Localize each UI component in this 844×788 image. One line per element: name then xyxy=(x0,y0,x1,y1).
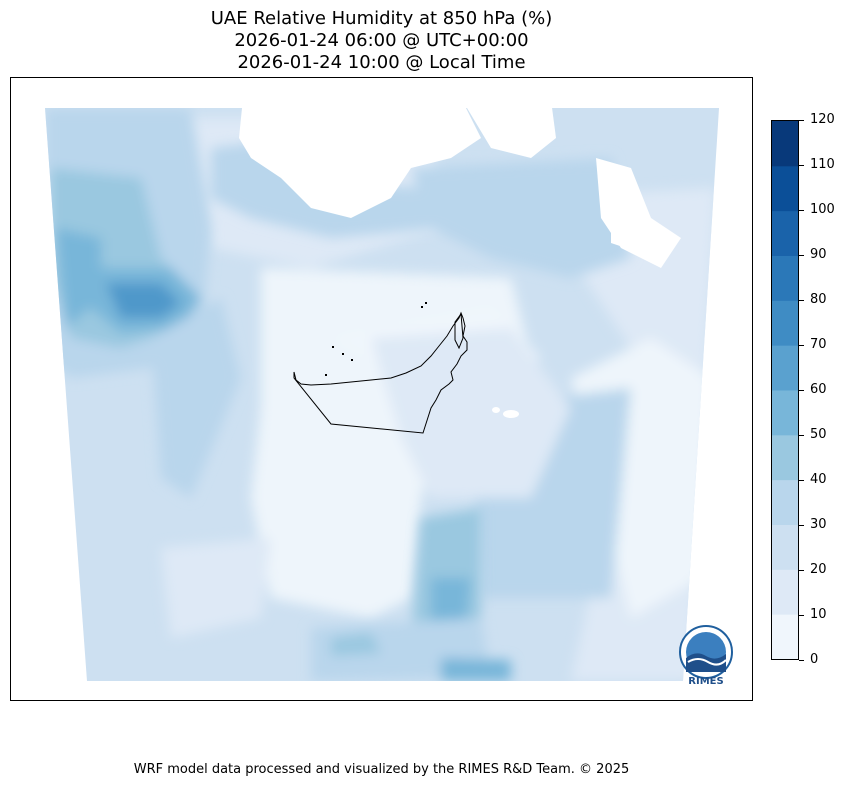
colorbar-band xyxy=(772,165,798,212)
colorbar-band xyxy=(772,345,798,391)
colorbar-tick-label: 70 xyxy=(810,337,827,352)
humidity-field xyxy=(45,108,719,681)
rimes-logo: RIMES xyxy=(676,620,736,690)
colorbar-tick xyxy=(799,164,804,166)
colorbar-tick xyxy=(799,389,804,391)
colorbar xyxy=(771,120,799,660)
colorbar-tick-label: 20 xyxy=(810,562,827,577)
colorbar-tick xyxy=(799,479,804,481)
chart-title-utc-time: 2026-01-24 06:00 @ UTC+00:00 xyxy=(234,30,529,51)
humidity-map xyxy=(45,108,719,681)
colorbar-tick xyxy=(799,254,804,256)
colorbar-band xyxy=(772,524,798,570)
colorbar-tick xyxy=(799,569,804,571)
colorbar-tick xyxy=(799,524,804,526)
colorbar-band xyxy=(772,210,798,256)
colorbar-tick-label: 110 xyxy=(810,157,835,172)
colorbar-tick-label: 90 xyxy=(810,247,827,262)
colorbar-tick xyxy=(799,344,804,346)
colorbar-tick xyxy=(799,614,804,616)
colorbar-band xyxy=(772,390,798,436)
chart-title-variable: UAE Relative Humidity at 850 hPa (%) xyxy=(210,8,553,29)
uae-islands xyxy=(325,302,427,376)
colorbar-tick-label: 40 xyxy=(810,472,827,487)
map-panel xyxy=(10,77,753,701)
colorbar-band xyxy=(772,434,798,481)
colorbar-bands xyxy=(772,121,798,659)
terrain-mask xyxy=(239,108,681,418)
colorbar-band xyxy=(772,614,798,659)
colorbar-band xyxy=(772,255,798,301)
uae-border xyxy=(293,311,468,434)
colorbar-tick xyxy=(799,434,804,436)
colorbar-band xyxy=(772,479,798,525)
rimes-logo-text: RIMES xyxy=(688,676,724,687)
colorbar-tick xyxy=(799,299,804,301)
colorbar-tick-label: 30 xyxy=(810,517,827,532)
chart-title-local-time: 2026-01-24 10:00 @ Local Time xyxy=(237,52,526,73)
colorbar-tick xyxy=(799,119,804,121)
colorbar-tick xyxy=(799,659,804,661)
colorbar-band xyxy=(772,569,798,615)
colorbar-tick-label: 100 xyxy=(810,202,835,217)
colorbar-tick-label: 10 xyxy=(810,607,827,622)
colorbar-tick-label: 0 xyxy=(810,652,819,667)
footer-credit: WRF model data processed and visualized … xyxy=(133,762,630,777)
colorbar-tick-label: 50 xyxy=(810,427,827,442)
colorbar-band xyxy=(772,300,798,346)
colorbar-tick-label: 120 xyxy=(810,112,835,127)
colorbar-tick-label: 80 xyxy=(810,292,827,307)
colorbar-tick xyxy=(799,209,804,211)
colorbar-band xyxy=(772,121,798,167)
colorbar-tick-label: 60 xyxy=(810,382,827,397)
